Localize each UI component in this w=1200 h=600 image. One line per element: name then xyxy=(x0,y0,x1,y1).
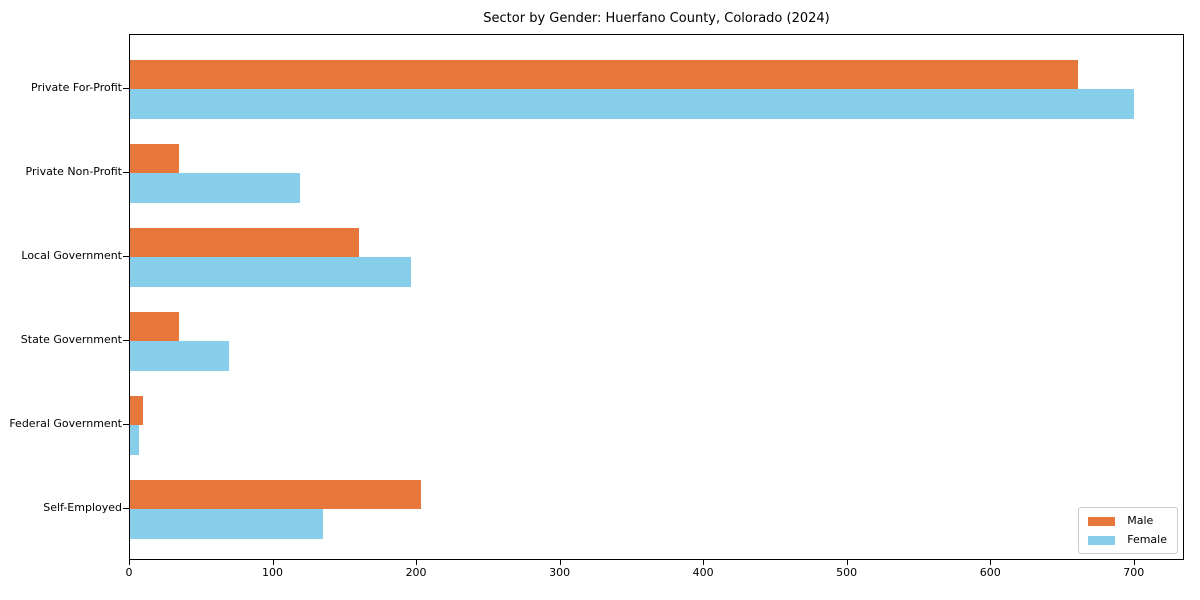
chart-title: Sector by Gender: Huerfano County, Color… xyxy=(483,11,830,26)
bar-male-3 xyxy=(130,311,179,341)
x-tick-mark xyxy=(846,560,848,565)
y-tick-mark xyxy=(123,256,129,257)
y-tick-label: Private Non-Profit xyxy=(25,165,122,178)
x-tick-label: 100 xyxy=(262,566,284,579)
y-tick-label: Federal Government xyxy=(9,417,122,430)
y-tick-mark xyxy=(123,508,129,509)
bar-male-2 xyxy=(130,227,360,257)
y-tick-label: Local Government xyxy=(21,249,122,262)
legend: Male Female xyxy=(1078,507,1178,554)
y-tick-mark xyxy=(123,88,129,89)
legend-swatch-female xyxy=(1088,535,1116,545)
legend-swatch-male xyxy=(1088,516,1116,526)
y-tick-mark xyxy=(123,424,129,425)
x-tick-label: 200 xyxy=(405,566,427,579)
x-tick-label: 300 xyxy=(549,566,571,579)
y-tick-mark xyxy=(123,172,129,173)
x-tick-mark xyxy=(990,560,992,565)
bar-male-1 xyxy=(130,143,179,173)
x-tick-mark xyxy=(1133,560,1135,565)
bar-female-0 xyxy=(130,89,1135,119)
legend-row-female: Female xyxy=(1088,534,1167,546)
x-tick-mark xyxy=(703,560,705,565)
bar-female-1 xyxy=(130,173,301,203)
x-tick-label: 0 xyxy=(125,566,133,579)
bar-female-3 xyxy=(130,341,229,371)
x-tick-mark xyxy=(129,560,130,565)
x-tick-mark xyxy=(416,560,418,565)
x-tick-label: 500 xyxy=(836,566,858,579)
x-tick-mark xyxy=(559,560,561,565)
y-tick-mark xyxy=(123,340,129,341)
legend-label: Female xyxy=(1127,533,1167,546)
y-tick-label: Self-Employed xyxy=(43,501,122,514)
bar-female-5 xyxy=(130,509,324,539)
plot-area: Male Female xyxy=(129,34,1184,560)
x-tick-label: 700 xyxy=(1123,566,1145,579)
x-tick-label: 400 xyxy=(692,566,714,579)
bar-male-0 xyxy=(130,59,1079,89)
bar-female-2 xyxy=(130,257,411,287)
y-tick-label: State Government xyxy=(20,333,122,346)
x-tick-mark xyxy=(272,560,274,565)
bar-male-5 xyxy=(130,479,421,509)
legend-row-male: Male xyxy=(1088,515,1167,527)
bar-male-4 xyxy=(130,395,143,425)
bar-female-4 xyxy=(130,425,139,455)
legend-label: Male xyxy=(1127,514,1154,527)
y-tick-label: Private For-Profit xyxy=(31,81,122,94)
x-tick-label: 600 xyxy=(979,566,1001,579)
